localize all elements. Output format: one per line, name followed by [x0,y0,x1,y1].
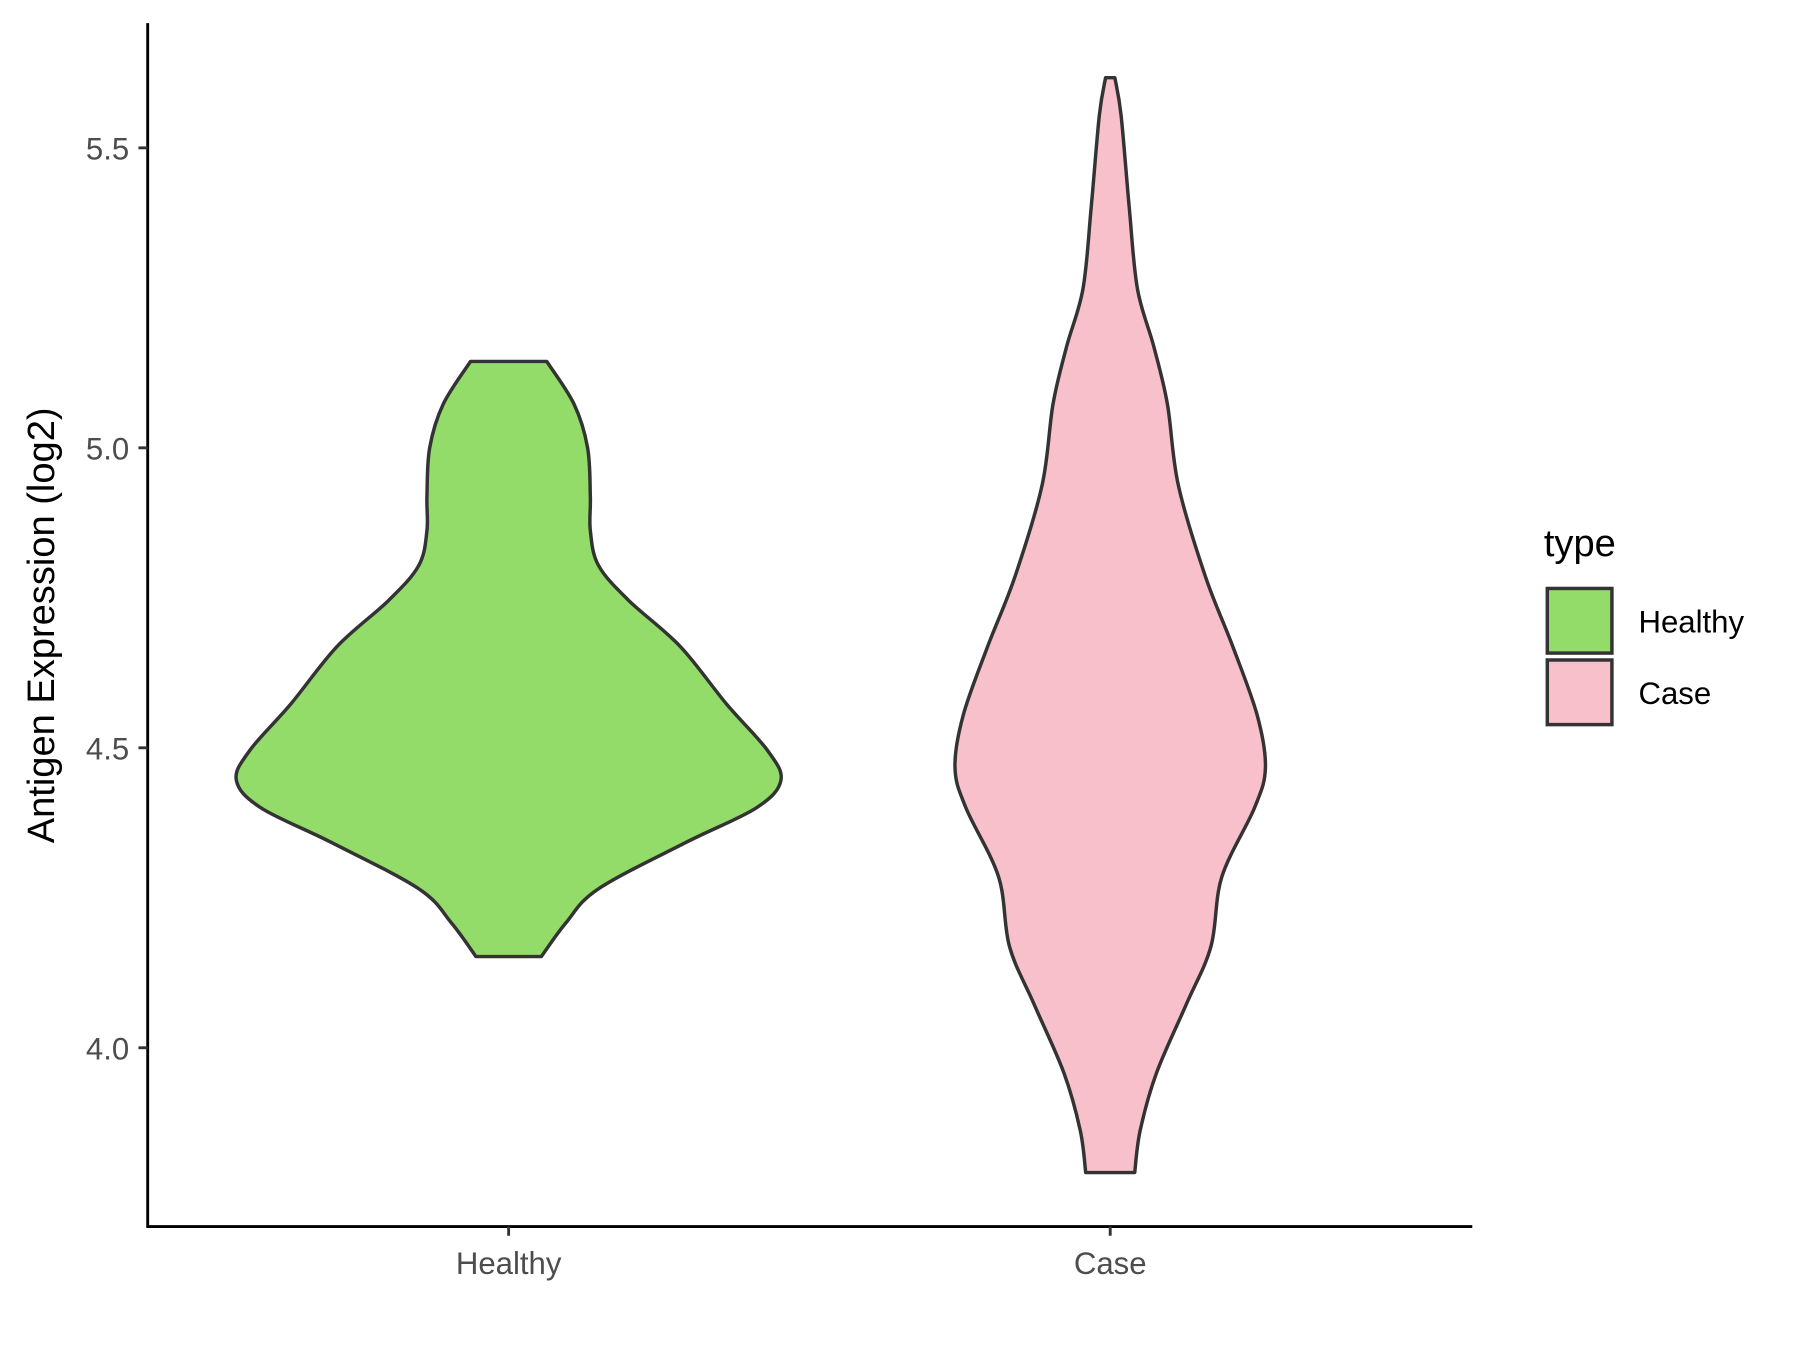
legend: type Healthy Case [1544,523,1744,727]
x-tick-label: Healthy [456,1246,562,1281]
y-tick-label: 4.5 [86,731,129,766]
x-tick-label: Case [1074,1246,1147,1281]
y-tick-label: 5.5 [86,131,129,166]
x-ticks: Healthy Case [456,1226,1147,1281]
y-axis-title: Antigen Expression (log2) [21,407,63,843]
violin-healthy [234,359,783,959]
legend-label: Healthy [1638,604,1744,639]
violins [234,75,1268,1175]
legend-title: type [1544,523,1616,565]
y-tick-label: 4.0 [86,1031,129,1066]
y-ticks: 4.0 4.5 5.0 5.5 [86,131,148,1066]
violin-case [953,75,1268,1175]
y-tick-label: 5.0 [86,431,129,466]
legend-label: Case [1638,676,1711,711]
legend-key-healthy [1545,586,1614,655]
legend-key-case [1545,658,1614,727]
